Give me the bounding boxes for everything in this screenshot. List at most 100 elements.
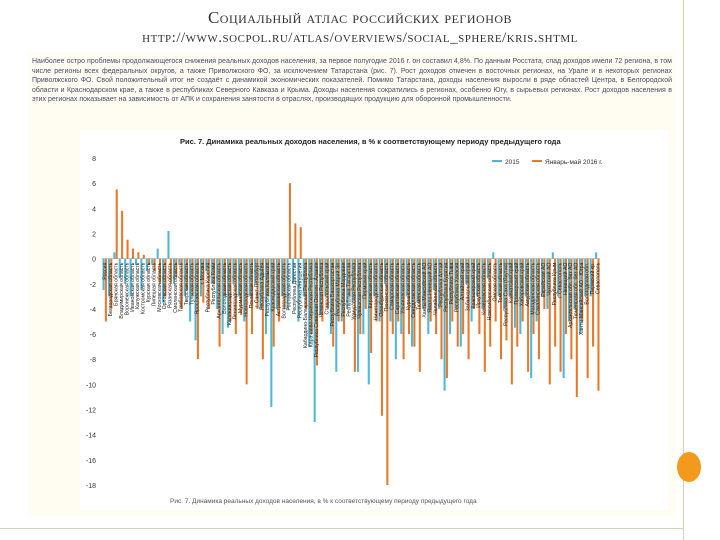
bar: [513, 258, 516, 328]
bar: [375, 258, 378, 322]
category-label: Краснодарский край: [270, 263, 277, 312]
bar: [413, 258, 416, 347]
bar: [530, 258, 533, 379]
category-label: Тюменская обл. без АО: [574, 263, 580, 320]
bar: [186, 258, 189, 291]
bar: [167, 230, 170, 259]
bar: [481, 258, 484, 309]
bar: [283, 258, 286, 309]
bar: [229, 258, 232, 322]
bar: [557, 258, 560, 297]
category-label: Тверская область: [184, 262, 190, 305]
category-label: Пензенская область: [384, 262, 390, 311]
y-tick-label: -14: [86, 433, 96, 440]
bar: [595, 252, 598, 259]
bar: [510, 258, 513, 385]
bar: [343, 258, 346, 335]
bar: [472, 258, 476, 309]
bar: [259, 258, 262, 309]
bar: [115, 189, 118, 259]
bar: [584, 258, 587, 297]
category-label: г. Севастополь: [557, 262, 563, 298]
bar: [134, 258, 138, 265]
bar: [251, 258, 254, 335]
category-label: Республика Татарстан: [346, 262, 352, 316]
category-label: Камчатский край: [508, 263, 515, 303]
bar: [389, 258, 392, 322]
bar: [527, 258, 530, 372]
bar: [418, 258, 421, 372]
bar: [297, 258, 300, 322]
bar: [145, 258, 148, 272]
bar: [162, 258, 165, 303]
bar: [478, 258, 481, 335]
category-label: Удмуртская Республика: [352, 263, 358, 320]
bar: [237, 258, 240, 297]
bar: [158, 258, 162, 284]
category-label: Ямало-Ненецкий АО: [426, 263, 433, 313]
bar: [175, 258, 178, 278]
chart-container: Рис. 7. Динамика реальных доходов населе…: [80, 130, 668, 510]
bar: [551, 252, 554, 259]
bar: [124, 258, 127, 284]
bar: [278, 258, 281, 322]
bar: [221, 258, 224, 335]
category-label: Ставропольский край: [324, 263, 331, 315]
bar: [121, 210, 124, 259]
bar: [313, 258, 316, 423]
bar: [286, 258, 289, 309]
bar: [467, 258, 470, 360]
bar: [104, 258, 107, 322]
category-label: Республика Саха (Якутия): [503, 262, 509, 326]
body-paragraph: Наиболее остро проблемы продолжающегося …: [32, 58, 672, 104]
bar-chart: Рис. 7. Динамика реальных доходов населе…: [86, 137, 603, 505]
bar: [264, 258, 267, 335]
category-label: Смоленская область: [173, 262, 179, 312]
bar: [153, 258, 156, 272]
bar: [564, 258, 568, 335]
bar: [302, 258, 305, 297]
category-label: Оренбургская область: [379, 262, 385, 316]
category-label: Хабаровский край: [519, 263, 526, 307]
category-label: Новгородская область: [243, 262, 249, 316]
bar: [194, 258, 197, 341]
category-label: Республика Тыва: [449, 263, 455, 305]
bar: [207, 258, 210, 309]
bar: [189, 258, 192, 322]
bar: [261, 258, 264, 360]
bar: [589, 258, 592, 297]
category-label: Липецкая область: [151, 262, 157, 306]
bar: [397, 258, 400, 322]
bar: [578, 258, 581, 335]
bar: [113, 252, 116, 259]
bar: [180, 258, 183, 309]
bar: [305, 258, 308, 309]
category-label: Брянская область: [114, 262, 120, 306]
bar: [559, 258, 562, 372]
bar: [110, 258, 113, 309]
category-label: Новосибирская область: [487, 262, 493, 320]
bar: [500, 258, 503, 360]
bar: [351, 258, 354, 303]
y-tick-label: -18: [86, 483, 96, 490]
bar: [483, 258, 486, 372]
bar: [537, 258, 540, 360]
category-label: Вологодская обл.: [584, 263, 590, 305]
category-label: Сахалинская область: [536, 262, 542, 315]
bar: [456, 258, 459, 347]
bar: [196, 258, 199, 360]
category-label: Республика Хакасия: [455, 262, 461, 312]
bar: [243, 258, 246, 322]
bar: [364, 258, 367, 309]
bar: [270, 258, 273, 408]
bar: [429, 258, 432, 322]
bar: [294, 223, 297, 259]
bar: [131, 248, 134, 259]
bar: [459, 258, 462, 347]
bar: [438, 258, 441, 309]
bar: [570, 258, 573, 360]
bar: [335, 258, 338, 372]
legend-swatch: [492, 160, 502, 162]
bar: [142, 254, 145, 259]
bar: [470, 258, 473, 322]
